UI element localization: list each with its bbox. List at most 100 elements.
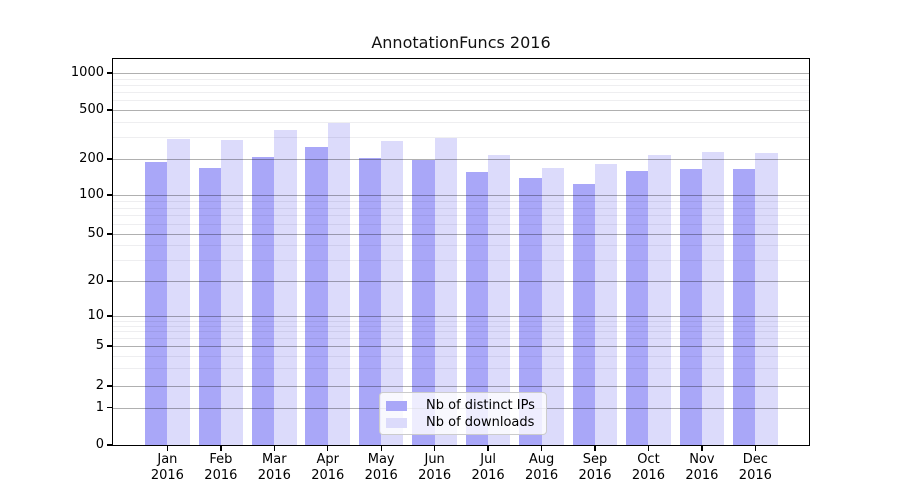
x-tick <box>594 446 596 451</box>
bar-distinct-ips-nov <box>679 168 702 446</box>
x-tick-label: May 2016 <box>349 452 413 483</box>
bar-distinct-ips-aug <box>519 177 542 446</box>
x-tick-month: Nov <box>689 452 715 467</box>
x-tick-month: Sep <box>582 452 608 467</box>
x-tick-label: Dec 2016 <box>723 452 787 483</box>
bar-downloads-dec <box>755 153 778 446</box>
bar-downloads-apr <box>327 122 351 446</box>
x-tick <box>487 446 489 451</box>
gridline-minor <box>112 121 811 123</box>
y-tick <box>106 385 113 387</box>
gridline-major <box>112 159 811 160</box>
bar-distinct-ips-apr <box>305 147 328 446</box>
y-tick <box>106 72 113 74</box>
x-tick-month: Jul <box>480 452 496 467</box>
x-tick-year: 2016 <box>578 467 612 483</box>
x-tick-label: Oct 2016 <box>616 452 680 483</box>
x-tick-year: 2016 <box>364 467 398 483</box>
gridline-minor <box>112 338 811 340</box>
bar-distinct-ips-jun <box>412 160 435 446</box>
bar-downloads-mar <box>274 129 297 446</box>
x-tick-year: 2016 <box>471 467 505 483</box>
bar-downloads-feb <box>220 140 244 446</box>
bar-distinct-ips-jul <box>465 172 489 446</box>
x-tick-label: Nov 2016 <box>670 452 734 483</box>
gridline-major <box>112 316 811 317</box>
y-tick-label: 200 <box>79 151 104 166</box>
x-tick <box>540 446 543 451</box>
x-tick-month: Jan <box>157 452 178 467</box>
legend-item-downloads: Nb of downloads <box>386 415 538 431</box>
y-tick-label: 2 <box>95 378 104 393</box>
y-tick-label: 10 <box>87 308 104 323</box>
gridline-major <box>112 110 811 111</box>
x-tick-label: Jan 2016 <box>135 452 199 483</box>
bar-distinct-ips-feb <box>198 168 221 446</box>
bar-downloads-jun <box>434 137 457 446</box>
x-tick-month: Oct <box>637 452 660 467</box>
x-tick <box>433 446 436 451</box>
gridline-minor <box>112 200 811 202</box>
x-tick-year: 2016 <box>525 467 559 483</box>
x-tick-year: 2016 <box>150 467 184 483</box>
x-tick-label: Jul 2016 <box>456 452 520 483</box>
gridline-minor <box>112 245 811 247</box>
legend-swatch-distinct-ips <box>386 400 407 412</box>
x-tick-month: Jun <box>424 452 445 467</box>
x-tick-label: Jun 2016 <box>403 452 467 483</box>
x-tick-year: 2016 <box>204 467 238 483</box>
gridline-major <box>112 346 811 347</box>
x-tick-year: 2016 <box>685 467 719 483</box>
y-tick-label: 100 <box>79 187 104 202</box>
x-tick-month: May <box>367 452 395 467</box>
x-tick <box>327 446 329 451</box>
legend-label-downloads: Nb of downloads <box>426 415 535 430</box>
x-tick <box>647 446 650 451</box>
x-tick-month: Mar <box>262 452 287 467</box>
gridline-major <box>112 386 811 387</box>
bar-downloads-may <box>381 141 404 446</box>
bar-downloads-jan <box>167 139 190 446</box>
y-tick-label: 1 <box>95 399 104 415</box>
bar-downloads-nov <box>701 152 725 446</box>
x-tick-label: Apr 2016 <box>296 452 360 483</box>
y-tick <box>106 315 113 317</box>
gridline-minor <box>112 355 811 357</box>
y-tick-label: 0 <box>95 436 104 452</box>
gridline-minor <box>112 325 811 327</box>
x-tick-month: Apr <box>316 452 340 467</box>
bar-distinct-ips-may <box>358 158 382 446</box>
y-tick <box>106 158 113 160</box>
y-tick <box>106 406 113 409</box>
x-tick-year: 2016 <box>631 467 665 483</box>
x-tick <box>220 446 222 451</box>
bar-distinct-ips-sep <box>572 184 595 446</box>
x-tick <box>166 446 169 451</box>
x-tick-year: 2016 <box>257 467 291 483</box>
gridline-minor <box>112 84 811 86</box>
x-tick-month: Aug <box>528 452 555 467</box>
gridline-minor <box>112 78 811 80</box>
gridline-major <box>112 234 811 235</box>
gridline-minor <box>112 207 811 209</box>
gridline-minor <box>112 320 811 322</box>
x-tick <box>273 446 275 451</box>
x-tick-year: 2016 <box>418 467 452 483</box>
gridline-minor <box>112 215 811 217</box>
x-tick <box>701 446 703 451</box>
y-tick <box>106 280 113 282</box>
bar-downloads-oct <box>648 155 671 446</box>
x-tick-year: 2016 <box>311 467 345 483</box>
legend: Nb of distinct IPs Nb of downloads <box>379 392 547 435</box>
y-tick <box>106 109 113 111</box>
gridline-minor <box>112 137 811 139</box>
y-tick-label: 1000 <box>70 65 104 80</box>
y-tick <box>106 233 113 235</box>
x-tick-month: Dec <box>742 452 768 467</box>
gridline-minor <box>112 223 811 225</box>
gridline-minor <box>112 92 811 94</box>
gridline-minor <box>112 331 811 333</box>
y-tick-label: 20 <box>87 273 104 288</box>
